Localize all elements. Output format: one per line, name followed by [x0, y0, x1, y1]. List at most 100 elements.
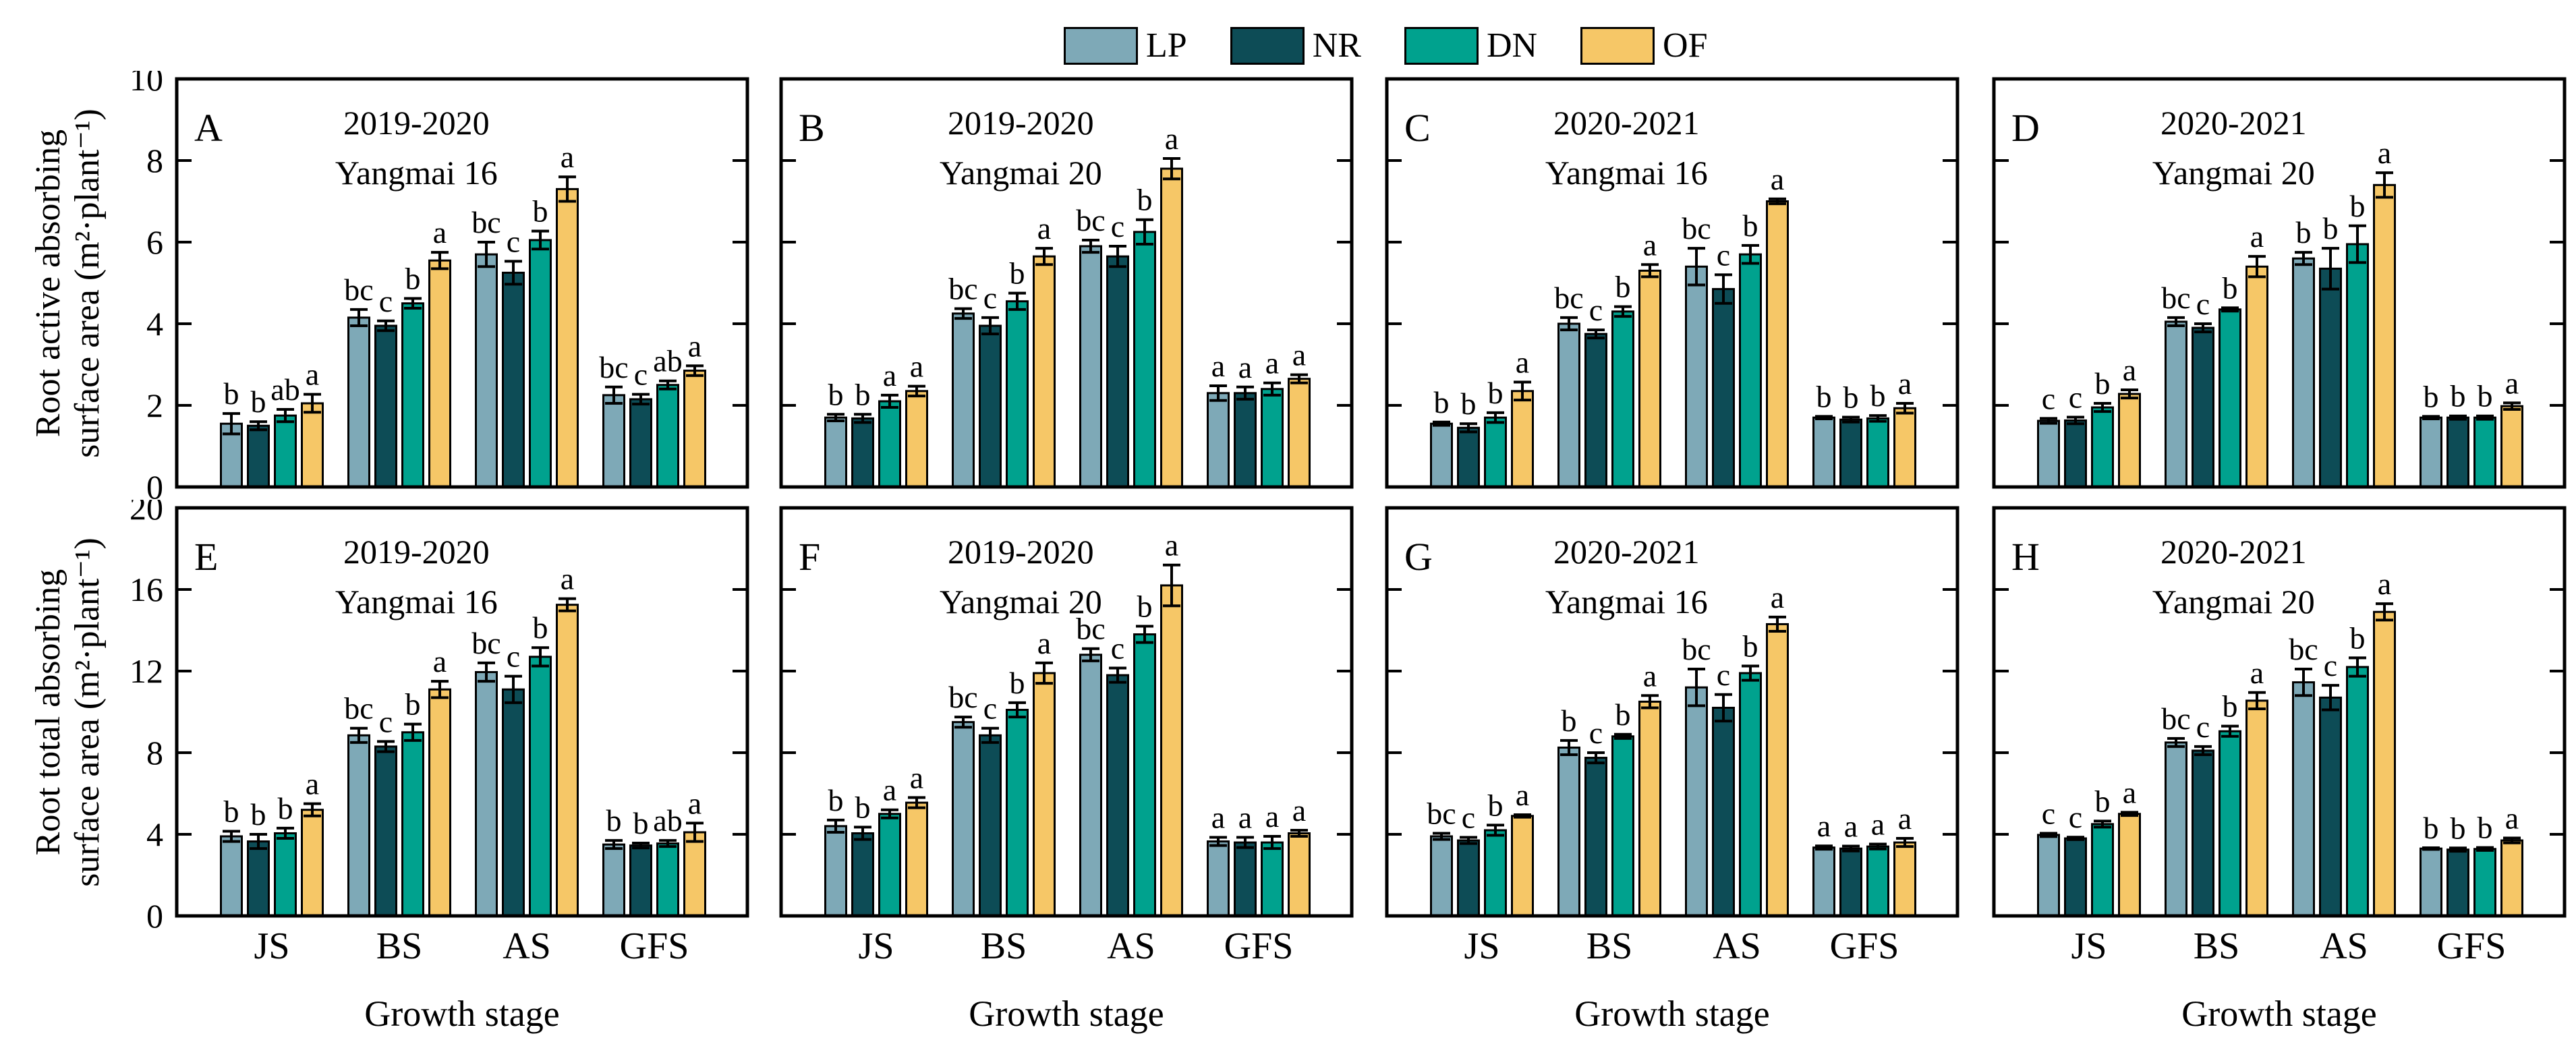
bar-DN-GFS: [2473, 848, 2496, 917]
bar-OF-JS: [905, 801, 928, 917]
bar-OF-BS: [1638, 269, 1661, 488]
sig-letter: c: [983, 281, 997, 315]
sig-letter: a: [1898, 366, 1912, 401]
legend-label-LP: LP: [1146, 26, 1187, 65]
sig-letter: a: [1871, 807, 1885, 842]
y-tick-label: 10: [130, 71, 163, 98]
panel-title-year: 2020-2021: [2160, 104, 2307, 142]
bar-OF-BS: [428, 688, 451, 917]
sig-letter: b: [2223, 270, 2238, 305]
bar-OF-AS: [2373, 610, 2396, 917]
x-tick-label: GFS: [1224, 925, 1294, 967]
bar-DN-JS: [1484, 829, 1507, 917]
sig-letter: b: [2095, 366, 2111, 401]
bar-LP-GFS: [1207, 392, 1230, 488]
sig-letter: b: [2350, 620, 2366, 655]
bar-DN-BS: [401, 302, 424, 488]
sig-letter: a: [1844, 809, 1858, 844]
bar-DN-BS: [1006, 708, 1029, 917]
y-axis-label-row2: Root total absorbing surface area (m²·pl…: [29, 456, 109, 969]
bar-OF-BS: [1638, 700, 1661, 917]
sig-letter: a: [910, 761, 923, 795]
sig-letter: c: [2069, 800, 2082, 834]
y-axis-label-row2-line2: surface area (m²·plant⁻¹): [68, 538, 107, 887]
panel-title-cultivar: Yangmai 20: [2152, 583, 2315, 620]
panel-title-cultivar: Yangmai 20: [940, 583, 1102, 620]
bar-LP-AS: [2292, 681, 2315, 917]
sig-letter: c: [634, 357, 648, 392]
x-tick-label: AS: [2320, 925, 2368, 967]
bar-LP-JS: [2037, 834, 2060, 917]
bar-OF-JS: [2118, 813, 2141, 917]
bar-NR-JS: [2064, 419, 2087, 488]
sig-letter: a: [2123, 775, 2136, 809]
sig-letter: c: [379, 704, 393, 739]
x-axis-label-1: Growth stage: [364, 993, 560, 1034]
bar-DN-GFS: [656, 384, 679, 488]
bar-LP-JS: [220, 835, 243, 917]
y-tick-label: 2: [146, 386, 163, 424]
sig-letter: c: [2069, 380, 2082, 415]
bar-NR-GFS: [629, 844, 652, 917]
x-tick-label: JS: [254, 925, 290, 967]
sig-letter: b: [1010, 256, 1025, 291]
bar-OF-AS: [1766, 200, 1789, 488]
bar-OF-BS: [1033, 255, 1056, 488]
y-tick-label: 8: [146, 734, 163, 772]
x-tick-label: JS: [859, 925, 894, 967]
sig-letter: a: [2123, 353, 2136, 387]
bar-NR-BS: [374, 324, 397, 488]
sig-letter: a: [1238, 350, 1252, 384]
sig-letter: b: [2296, 215, 2312, 250]
bar-NR-AS: [502, 271, 525, 488]
bar-OF-GFS: [1288, 832, 1311, 917]
x-tick-label: AS: [1713, 925, 1761, 967]
bar-DN-AS: [2346, 243, 2369, 488]
sig-letter: bc: [599, 350, 628, 384]
bar-DN-GFS: [2473, 416, 2496, 488]
sig-letter: bc: [2161, 701, 2190, 736]
sig-letter: c: [379, 284, 393, 318]
sig-letter: a: [1037, 626, 1051, 660]
sig-letter: a: [1516, 345, 1529, 380]
sig-letter: c: [2196, 710, 2210, 744]
sig-letter: b: [278, 791, 293, 826]
sig-letter: b: [533, 194, 548, 229]
sig-letter: b: [2451, 379, 2466, 413]
panel-title-year: 2020-2021: [1553, 533, 1700, 571]
sig-letter: a: [1516, 778, 1529, 812]
bar-LP-JS: [824, 416, 847, 488]
bar-NR-JS: [851, 417, 874, 488]
bar-OF-AS: [2373, 183, 2396, 488]
bar-DN-JS: [1484, 416, 1507, 488]
sig-letter: a: [1165, 121, 1178, 156]
y-tick-label: 12: [130, 652, 163, 690]
x-tick-label: BS: [1586, 925, 1633, 967]
panel-letter: E: [194, 535, 218, 579]
legend: LP NR DN OF: [1064, 27, 1751, 65]
sig-letter: b: [2478, 379, 2493, 413]
panel-title-cultivar: Yangmai 20: [2152, 154, 2315, 192]
bar-LP-JS: [824, 825, 847, 917]
bar-DN-AS: [529, 656, 552, 917]
sig-letter: bc: [1427, 796, 1456, 830]
sig-letter: b: [1137, 183, 1153, 217]
bar-DN-AS: [1739, 253, 1762, 488]
sig-letter: bc: [471, 205, 500, 239]
legend-item-NR: NR: [1230, 27, 1361, 65]
sig-letter: a: [1817, 809, 1831, 843]
bar-DN-BS: [1611, 310, 1634, 488]
sig-letter: b: [1843, 380, 1859, 415]
panel-letter: D: [2011, 106, 2040, 150]
bar-NR-AS: [2319, 267, 2342, 488]
bar-OF-GFS: [1893, 841, 1916, 917]
plot-border: [1385, 77, 1959, 489]
x-tick-label: AS: [503, 925, 551, 967]
sig-letter: a: [433, 644, 447, 678]
plot-border: [779, 506, 1354, 918]
sig-letter: bc: [344, 272, 373, 307]
sig-letter: b: [224, 376, 239, 411]
sig-letter: b: [1488, 788, 1504, 822]
